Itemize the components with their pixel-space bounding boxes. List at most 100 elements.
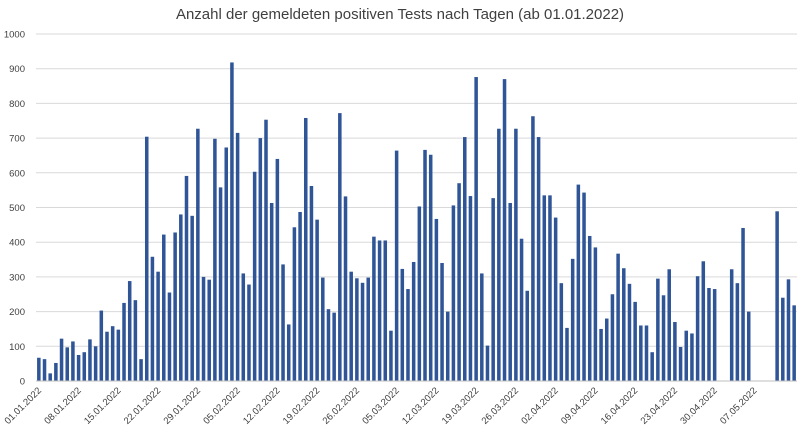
bar	[201, 276, 206, 381]
x-tick-label: 12.02.2022	[241, 385, 282, 426]
bar	[110, 326, 115, 381]
bar	[712, 289, 717, 381]
bar	[775, 211, 779, 381]
bar	[604, 318, 609, 381]
bar	[593, 247, 598, 381]
bar	[633, 301, 637, 381]
bar	[213, 138, 217, 381]
x-tick-label: 26.02.2022	[321, 385, 362, 426]
x-tick-label: 08.01.2022	[42, 385, 83, 426]
bar	[190, 215, 194, 381]
x-tick-label: 19.03.2022	[440, 385, 481, 426]
bar	[678, 346, 683, 381]
x-tick-label: 30.04.2022	[678, 385, 719, 426]
bar	[707, 288, 711, 381]
bar	[423, 149, 427, 381]
bar	[218, 187, 223, 381]
bar	[627, 283, 632, 381]
bar	[65, 347, 69, 381]
bar	[122, 302, 126, 381]
x-tick-label: 01.01.2022	[3, 385, 44, 426]
bar	[76, 354, 81, 381]
y-tick-label: 600	[9, 168, 25, 179]
bars	[37, 62, 796, 382]
bar	[42, 359, 47, 381]
bar	[207, 279, 211, 381]
bar	[264, 119, 268, 382]
bar	[315, 219, 319, 381]
bar	[383, 240, 388, 381]
bar	[587, 235, 592, 381]
bar	[610, 294, 615, 381]
y-tick-label: 700	[9, 134, 25, 145]
bar	[599, 328, 603, 381]
bar	[650, 352, 654, 381]
y-tick-label: 100	[9, 342, 25, 353]
bar	[735, 283, 740, 381]
bar	[292, 227, 297, 381]
bar	[394, 150, 399, 381]
x-tick-label: 29.01.2022	[162, 385, 203, 426]
y-tick-label: 0	[20, 377, 25, 388]
bar	[690, 333, 694, 381]
bar	[553, 217, 558, 381]
bar	[127, 281, 132, 381]
bar	[667, 269, 671, 381]
bar	[463, 137, 467, 381]
bar	[48, 373, 52, 381]
bar	[71, 341, 75, 381]
bar	[508, 202, 512, 381]
bar	[451, 205, 456, 381]
bar	[474, 77, 478, 381]
y-tick-label: 800	[9, 99, 25, 110]
bar	[258, 138, 263, 381]
bar	[559, 283, 564, 381]
bar	[417, 206, 422, 381]
bar	[133, 300, 138, 381]
bar	[247, 284, 251, 381]
y-tick-label: 200	[9, 307, 25, 318]
x-tick-label: 09.04.2022	[559, 385, 600, 426]
bar	[156, 271, 160, 381]
bar	[457, 183, 461, 381]
bar	[502, 79, 507, 382]
x-tick-label: 02.04.2022	[519, 385, 560, 426]
x-tick-label: 07.05.2022	[718, 385, 759, 426]
x-tick-label: 05.02.2022	[201, 385, 242, 426]
bar	[275, 158, 280, 381]
bar	[355, 278, 359, 381]
bar	[88, 339, 92, 381]
bar	[184, 175, 189, 381]
y-tick-label: 900	[9, 64, 25, 75]
bar	[695, 276, 700, 381]
bar	[167, 292, 172, 381]
bar	[428, 154, 433, 381]
chart-title: Anzahl der gemeldeten positiven Tests na…	[175, 6, 625, 23]
bar	[514, 128, 518, 381]
bar	[99, 310, 104, 381]
gridlines	[36, 33, 797, 347]
bar	[144, 136, 149, 381]
bar	[332, 312, 336, 381]
y-tick-label: 500	[9, 203, 25, 214]
bar	[389, 330, 393, 381]
bar	[269, 202, 274, 381]
bar	[286, 324, 291, 381]
bar	[377, 240, 382, 381]
bar	[298, 212, 302, 381]
bar	[162, 234, 166, 381]
bar	[173, 232, 177, 381]
bar	[343, 196, 348, 381]
bar	[349, 271, 353, 381]
bar	[406, 289, 410, 381]
bar	[616, 253, 620, 381]
bar	[105, 331, 109, 381]
bar	[230, 62, 234, 381]
bar	[93, 346, 98, 381]
bar	[548, 195, 552, 381]
bar	[746, 311, 751, 381]
x-tick-label: 16.04.2022	[599, 385, 640, 426]
bar	[673, 322, 677, 381]
bar	[741, 227, 745, 381]
